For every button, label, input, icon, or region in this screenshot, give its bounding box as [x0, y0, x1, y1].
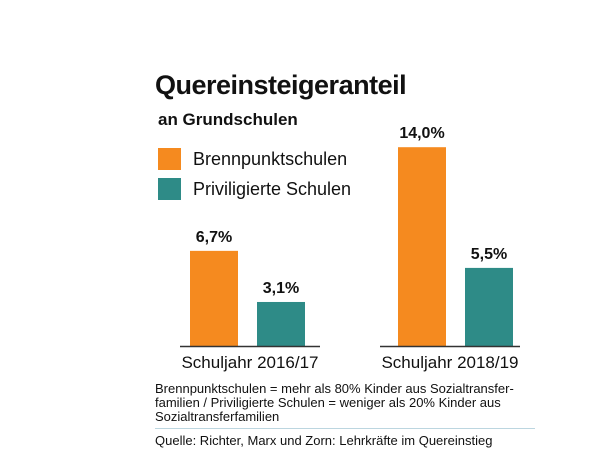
legend-swatch-brennpunktschulen	[158, 148, 181, 170]
bar-1-1	[465, 267, 513, 346]
footnote: Brennpunktschulen = mehr als 80% Kinder …	[155, 381, 514, 424]
bar-0-1	[257, 301, 305, 346]
bar-0-0	[190, 250, 238, 346]
divider	[155, 428, 535, 429]
legend-label-brennpunktschulen: Brennpunktschulen	[193, 148, 348, 169]
data-label-1-1: 5,5%	[471, 246, 507, 263]
bar-1-0	[398, 147, 446, 346]
data-label-1-0: 14,0%	[399, 125, 444, 142]
legend-label-priviligierte-schulen: Priviligierte Schulen	[193, 178, 352, 199]
data-label-0-0: 6,7%	[196, 229, 232, 246]
chart-title: Quereinsteigeranteil	[155, 70, 407, 100]
legend-item-brennpunktschulen: Brennpunktschulen	[158, 147, 347, 171]
chart-subtitle: an Grundschulen	[158, 110, 298, 129]
category-label-1: Schuljahr 2018/19	[381, 353, 518, 372]
legend-item-priviligierte-schulen: Priviligierte Schulen	[158, 177, 351, 201]
legend-swatch-priviligierte-schulen	[158, 178, 181, 200]
data-label-0-1: 3,1%	[263, 280, 299, 297]
category-label-0: Schuljahr 2016/17	[181, 353, 318, 372]
source-note: Quelle: Richter, Marx und Zorn: Lehrkräf…	[155, 433, 493, 448]
